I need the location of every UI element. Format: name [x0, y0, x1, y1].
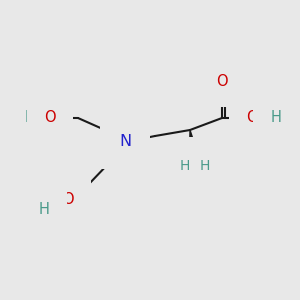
Text: O: O: [216, 74, 228, 89]
Text: H: H: [25, 110, 35, 125]
Text: O: O: [246, 110, 258, 125]
Text: H: H: [39, 202, 50, 217]
Text: H: H: [200, 159, 210, 173]
Text: H: H: [271, 110, 281, 125]
Text: H: H: [180, 159, 190, 173]
Text: N: N: [119, 134, 131, 149]
Text: N: N: [189, 155, 201, 170]
Polygon shape: [190, 130, 200, 164]
Text: O: O: [62, 193, 74, 208]
Text: O: O: [44, 110, 56, 125]
